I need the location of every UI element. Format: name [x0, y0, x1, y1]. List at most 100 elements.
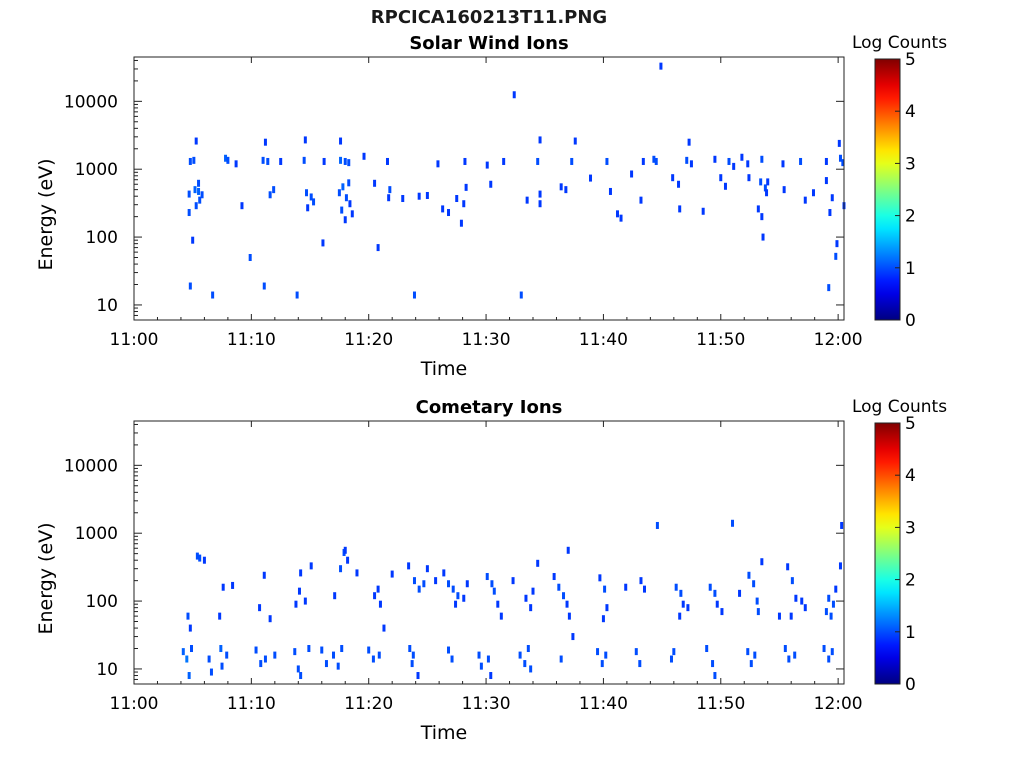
- data-cell: [713, 589, 717, 597]
- data-cell: [219, 645, 223, 653]
- data-cell: [713, 155, 717, 163]
- x-tick-label: 11:10: [227, 330, 276, 350]
- data-cell: [207, 655, 211, 663]
- colorbar-tick-label: 0: [905, 675, 916, 695]
- data-cell: [463, 157, 467, 165]
- data-cell: [803, 604, 807, 612]
- axes-frame: [133, 420, 845, 685]
- data-cell: [766, 178, 770, 186]
- x-tick-label: 11:50: [696, 330, 745, 350]
- data-cell: [763, 184, 767, 192]
- y-tick-label: 10: [96, 296, 118, 316]
- data-cell: [263, 655, 267, 663]
- data-cell: [447, 580, 451, 588]
- data-cell: [559, 183, 563, 191]
- data-cell: [190, 645, 194, 653]
- data-cell: [787, 655, 791, 663]
- data-cell: [197, 187, 201, 195]
- data-cell: [194, 202, 198, 210]
- data-cell: [340, 206, 344, 214]
- data-cell: [187, 190, 191, 198]
- data-cell: [465, 580, 469, 588]
- data-cell: [518, 651, 522, 659]
- data-cell: [302, 156, 306, 164]
- data-cell: [198, 196, 202, 204]
- data-cell: [268, 615, 272, 623]
- data-cell: [485, 161, 489, 169]
- data-cell: [441, 205, 445, 213]
- data-cell: [783, 645, 787, 653]
- data-cell: [425, 565, 429, 573]
- data-cell: [492, 587, 496, 595]
- data-cell: [447, 209, 451, 217]
- colorbar: Log Counts 0 1 2 3 4 5: [852, 397, 947, 695]
- y-tick-label: 10000: [64, 456, 118, 476]
- data-cell: [293, 648, 297, 656]
- data-cell: [642, 585, 646, 593]
- data-cell: [536, 559, 540, 567]
- data-cell: [377, 651, 381, 659]
- data-cell: [685, 156, 689, 164]
- data-cell: [382, 624, 386, 632]
- colorbar-tick-label: 3: [905, 154, 916, 174]
- data-cell: [187, 672, 191, 680]
- data-cell: [562, 592, 566, 600]
- colorbar: Log Counts 0 1 2 3 4 5: [852, 33, 947, 331]
- data-cell: [259, 660, 263, 668]
- x-tick-label: 12:00: [814, 694, 863, 714]
- data-cell: [557, 583, 561, 591]
- data-cell: [202, 556, 206, 564]
- data-cell: [760, 155, 764, 163]
- y-tick-label: 100: [86, 228, 118, 248]
- data-cell: [489, 180, 493, 188]
- data-cell: [410, 660, 414, 668]
- data-cell: [258, 604, 262, 612]
- data-cell: [720, 608, 724, 616]
- data-cell: [209, 668, 213, 676]
- data-cell: [679, 589, 683, 597]
- data-cell: [738, 589, 742, 597]
- data-cell: [681, 600, 685, 608]
- data-cells: [187, 62, 846, 299]
- data-cell: [708, 583, 712, 591]
- data-cell: [387, 194, 391, 202]
- data-cell: [479, 662, 483, 670]
- colorbar-tick-label: 5: [905, 414, 916, 434]
- data-cell: [188, 624, 192, 632]
- data-cell: [564, 186, 568, 194]
- data-cell: [624, 583, 628, 591]
- data-cell: [760, 213, 764, 221]
- data-cell: [538, 136, 542, 144]
- data-cell: [226, 156, 230, 164]
- panel-title: Solar Wind Ions: [409, 33, 568, 54]
- data-cell: [376, 244, 380, 252]
- data-cell: [760, 558, 764, 566]
- data-cell: [811, 189, 815, 197]
- data-cell: [559, 655, 563, 663]
- x-tick-label: 11:20: [344, 330, 393, 350]
- data-cell: [499, 612, 503, 620]
- y-tick-label: 1000: [75, 524, 118, 544]
- data-cell: [451, 585, 455, 593]
- data-cell: [616, 210, 620, 218]
- data-cell: [669, 655, 673, 663]
- data-cell: [348, 200, 352, 208]
- data-cell: [332, 651, 336, 659]
- data-cell: [781, 160, 785, 168]
- data-cell: [604, 651, 608, 659]
- data-cell: [652, 155, 656, 163]
- data-cell: [464, 183, 468, 191]
- data-cell: [834, 585, 838, 593]
- data-cell: [188, 157, 192, 165]
- data-cell: [371, 655, 375, 663]
- data-cell: [759, 178, 763, 186]
- data-cell: [194, 137, 198, 145]
- data-cell: [401, 195, 405, 203]
- data-cell: [840, 521, 844, 529]
- data-cell: [677, 180, 681, 188]
- data-cell: [830, 194, 834, 202]
- data-cell: [456, 592, 460, 600]
- data-cell: [320, 646, 324, 654]
